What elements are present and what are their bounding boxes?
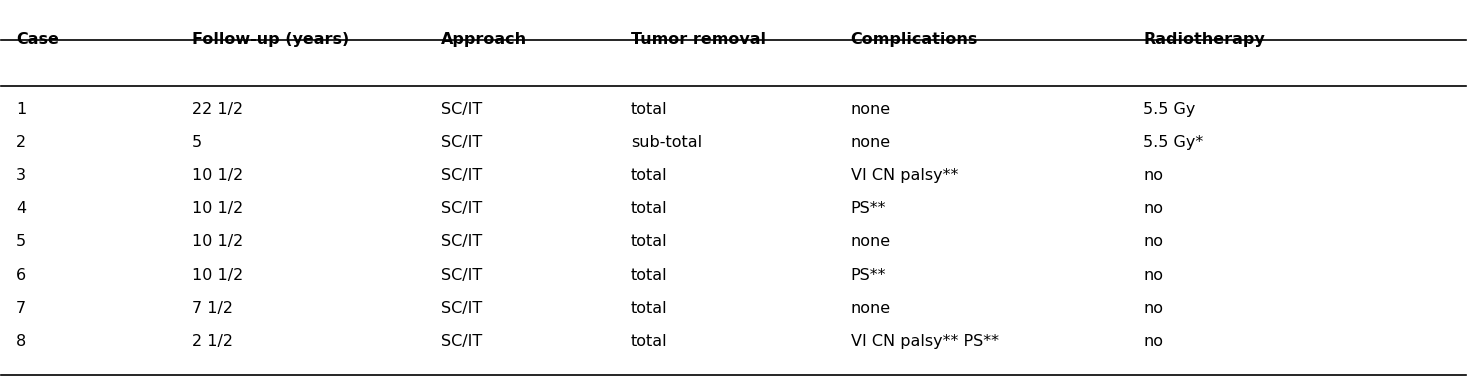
Text: 3: 3 xyxy=(16,168,26,183)
Text: SC/IT: SC/IT xyxy=(440,168,481,183)
Text: VI CN palsy** PS**: VI CN palsy** PS** xyxy=(851,334,999,349)
Text: no: no xyxy=(1143,234,1163,249)
Text: PS**: PS** xyxy=(851,268,886,283)
Text: 2: 2 xyxy=(16,135,26,150)
Text: 7 1/2: 7 1/2 xyxy=(192,301,233,316)
Text: total: total xyxy=(631,268,667,283)
Text: Follow-up (years): Follow-up (years) xyxy=(192,32,349,47)
Text: Radiotherapy: Radiotherapy xyxy=(1143,32,1265,47)
Text: no: no xyxy=(1143,268,1163,283)
Text: 8: 8 xyxy=(16,334,26,349)
Text: 10 1/2: 10 1/2 xyxy=(192,234,244,249)
Text: no: no xyxy=(1143,201,1163,216)
Text: none: none xyxy=(851,301,890,316)
Text: SC/IT: SC/IT xyxy=(440,334,481,349)
Text: Approach: Approach xyxy=(440,32,527,47)
Text: total: total xyxy=(631,234,667,249)
Text: total: total xyxy=(631,334,667,349)
Text: 10 1/2: 10 1/2 xyxy=(192,268,244,283)
Text: 2 1/2: 2 1/2 xyxy=(192,334,233,349)
Text: SC/IT: SC/IT xyxy=(440,268,481,283)
Text: Tumor removal: Tumor removal xyxy=(631,32,766,47)
Text: 22 1/2: 22 1/2 xyxy=(192,102,244,116)
Text: 4: 4 xyxy=(16,201,26,216)
Text: none: none xyxy=(851,102,890,116)
Text: none: none xyxy=(851,135,890,150)
Text: total: total xyxy=(631,102,667,116)
Text: SC/IT: SC/IT xyxy=(440,135,481,150)
Text: 10 1/2: 10 1/2 xyxy=(192,201,244,216)
Text: 1: 1 xyxy=(16,102,26,116)
Text: SC/IT: SC/IT xyxy=(440,234,481,249)
Text: SC/IT: SC/IT xyxy=(440,201,481,216)
Text: SC/IT: SC/IT xyxy=(440,102,481,116)
Text: total: total xyxy=(631,201,667,216)
Text: total: total xyxy=(631,168,667,183)
Text: no: no xyxy=(1143,334,1163,349)
Text: 5.5 Gy*: 5.5 Gy* xyxy=(1143,135,1204,150)
Text: 10 1/2: 10 1/2 xyxy=(192,168,244,183)
Text: 7: 7 xyxy=(16,301,26,316)
Text: sub-total: sub-total xyxy=(631,135,703,150)
Text: Complications: Complications xyxy=(851,32,978,47)
Text: none: none xyxy=(851,234,890,249)
Text: VI CN palsy**: VI CN palsy** xyxy=(851,168,958,183)
Text: SC/IT: SC/IT xyxy=(440,301,481,316)
Text: 5: 5 xyxy=(16,234,26,249)
Text: 5.5 Gy: 5.5 Gy xyxy=(1143,102,1196,116)
Text: Case: Case xyxy=(16,32,59,47)
Text: 6: 6 xyxy=(16,268,26,283)
Text: 5: 5 xyxy=(192,135,202,150)
Text: no: no xyxy=(1143,168,1163,183)
Text: PS**: PS** xyxy=(851,201,886,216)
Text: no: no xyxy=(1143,301,1163,316)
Text: total: total xyxy=(631,301,667,316)
